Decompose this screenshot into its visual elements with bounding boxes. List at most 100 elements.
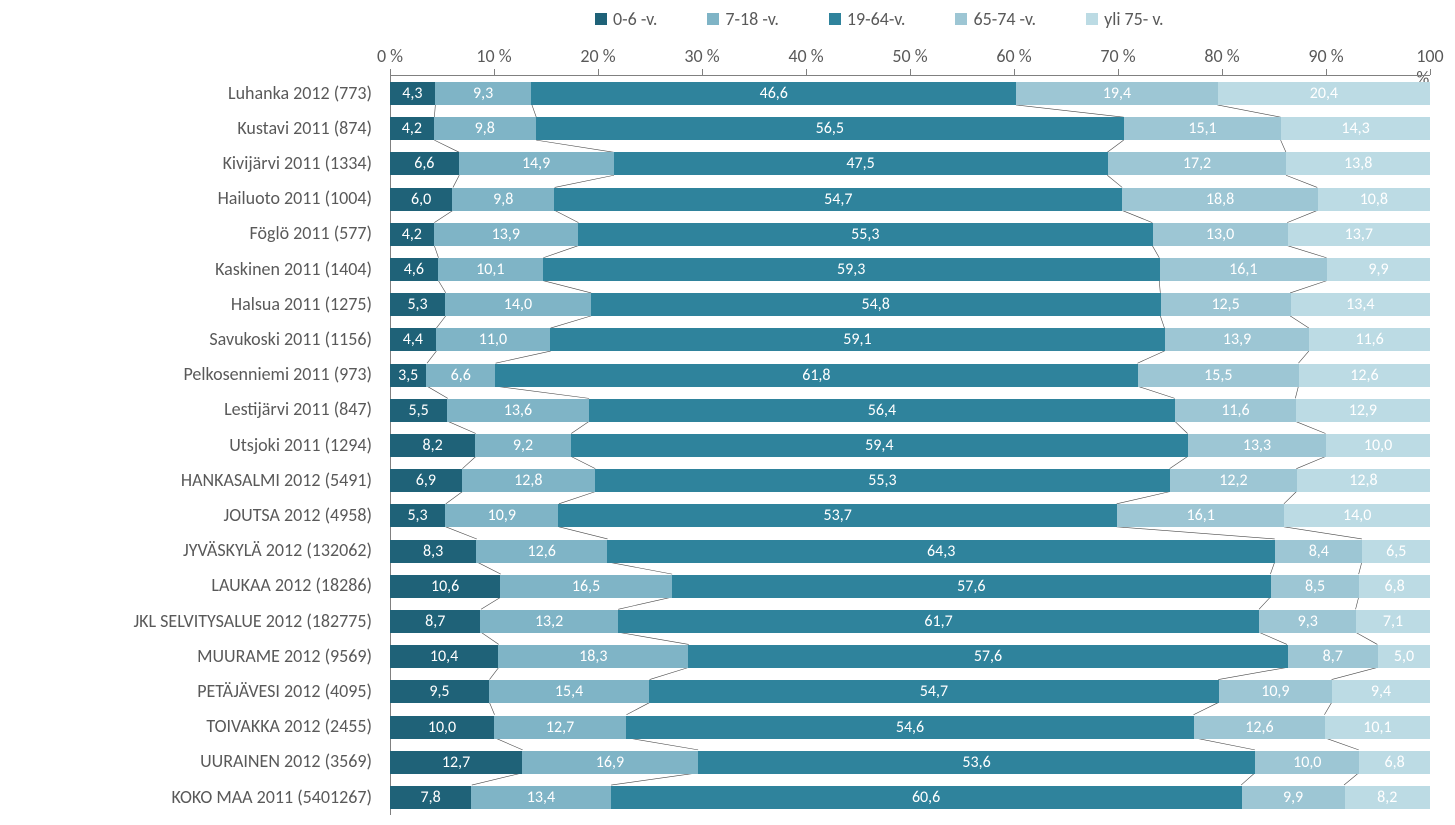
bar-segment: 53,6 xyxy=(698,751,1255,774)
connector-line xyxy=(1137,386,1174,398)
bar-segment: 12,6 xyxy=(1194,716,1325,739)
segment-value: 10,0 xyxy=(1293,753,1321,772)
segment-value: 8,7 xyxy=(425,612,445,631)
connector-line xyxy=(446,492,463,504)
segment-value: 10,0 xyxy=(428,718,456,737)
segment-value: 9,3 xyxy=(1298,612,1318,631)
bar-segment: 8,7 xyxy=(390,610,480,633)
connector-line xyxy=(427,386,448,398)
bar-segment: 46,6 xyxy=(531,82,1016,105)
bar-segment: 4,4 xyxy=(390,328,436,351)
bar-segment: 59,4 xyxy=(571,434,1188,457)
bar-segment: 57,6 xyxy=(688,645,1287,668)
bar-segment: 15,4 xyxy=(489,680,649,703)
bar-segment: 13,6 xyxy=(447,399,588,422)
connector-line xyxy=(1259,597,1270,609)
segment-value: 10,0 xyxy=(1364,436,1392,455)
segment-value: 14,3 xyxy=(1341,119,1369,138)
bar-segment: 8,2 xyxy=(390,434,475,457)
connector-line xyxy=(477,562,501,574)
legend-label: 0-6 -v. xyxy=(613,8,657,30)
category-label: JKL SELVITYSALUE 2012 (182775) xyxy=(133,610,372,632)
category-label: Kivijärvi 2011 (1334) xyxy=(223,152,372,174)
connector-line xyxy=(611,773,698,785)
bar-segment: 4,2 xyxy=(390,117,434,140)
bar-segment: 17,2 xyxy=(1108,152,1287,175)
connector-line xyxy=(1152,246,1159,258)
segment-value: 14,0 xyxy=(504,295,532,314)
connector-line xyxy=(1241,773,1255,785)
legend-item: 65-74 -v. xyxy=(955,8,1036,30)
segment-value: 13,2 xyxy=(535,612,563,631)
connector-line xyxy=(1194,703,1219,715)
bar-segment: 9,9 xyxy=(1327,258,1430,281)
connector-line xyxy=(434,246,438,258)
segment-value: 10,4 xyxy=(430,647,458,666)
connector-line xyxy=(1270,562,1274,574)
segment-value: 19,4 xyxy=(1103,84,1131,103)
bar-segment: 54,8 xyxy=(591,293,1161,316)
legend-swatch xyxy=(829,13,841,25)
connector-line xyxy=(1117,492,1170,504)
connector-line xyxy=(1290,281,1326,293)
connector-line xyxy=(650,667,689,679)
legend-swatch xyxy=(595,13,607,25)
connector-line xyxy=(1324,703,1331,715)
segment-value: 12,7 xyxy=(442,753,470,772)
category-label: KOKO MAA 2011 (5401267) xyxy=(171,786,372,808)
bar-segment: 10,0 xyxy=(390,716,494,739)
segment-value: 5,3 xyxy=(407,295,427,314)
connector-line xyxy=(1295,421,1325,433)
connector-line xyxy=(559,527,608,539)
connector-line xyxy=(543,246,578,258)
category-label: Pelkosenniemi 2011 (973) xyxy=(183,363,372,385)
bar-segment: 12,5 xyxy=(1161,293,1291,316)
bar-row: 3,56,661,815,512,6 xyxy=(390,364,1430,387)
bar-segment: 11,6 xyxy=(1175,399,1296,422)
segment-value: 13,4 xyxy=(1346,295,1374,314)
bar-segment: 56,4 xyxy=(589,399,1176,422)
bar-row: 4,39,346,619,420,4 xyxy=(390,82,1430,105)
bar-segment: 10,1 xyxy=(1325,716,1430,739)
bar-segment: 20,4 xyxy=(1218,82,1430,105)
bar-segment: 12,9 xyxy=(1296,399,1430,422)
category-label: Kustavi 2011 (874) xyxy=(237,117,372,139)
segment-value: 14,9 xyxy=(522,154,550,173)
segment-value: 57,6 xyxy=(957,577,985,596)
bar-segment: 55,3 xyxy=(595,469,1170,492)
bar-row: 8,29,259,413,310,0 xyxy=(390,434,1430,457)
connector-line xyxy=(462,456,475,468)
segment-value: 9,8 xyxy=(475,119,495,138)
bar-segment: 6,5 xyxy=(1362,540,1430,563)
connector-line xyxy=(495,738,523,750)
bar-row: 8,312,664,38,46,5 xyxy=(390,540,1430,563)
bar-segment: 5,5 xyxy=(390,399,447,422)
connector-line xyxy=(1356,632,1378,644)
bar-segment: 6,8 xyxy=(1359,751,1430,774)
segment-value: 61,7 xyxy=(924,612,952,631)
segment-value: 9,9 xyxy=(1368,260,1388,279)
legend-label: 19-64-v. xyxy=(847,8,906,30)
bar-segment: 4,3 xyxy=(390,82,435,105)
segment-value: 15,5 xyxy=(1204,366,1232,385)
bar-segment: 9,9 xyxy=(1242,786,1345,809)
segment-value: 6,9 xyxy=(416,471,436,490)
bar-segment: 18,3 xyxy=(498,645,688,668)
bar-segment: 16,5 xyxy=(500,575,672,598)
segment-value: 6,0 xyxy=(411,190,431,209)
bar-segment: 8,7 xyxy=(1288,645,1378,668)
bar-segment: 13,7 xyxy=(1288,223,1430,246)
connector-line xyxy=(436,316,445,328)
bar-segment: 10,0 xyxy=(1326,434,1430,457)
bar-segment: 61,7 xyxy=(618,610,1260,633)
bar-segment: 3,5 xyxy=(390,364,426,387)
bar-segment: 10,6 xyxy=(390,575,500,598)
bar-segment: 59,1 xyxy=(550,328,1165,351)
segment-value: 9,9 xyxy=(1283,788,1303,807)
bar-segment: 10,8 xyxy=(1318,188,1430,211)
segment-value: 56,5 xyxy=(816,119,844,138)
segment-value: 18,8 xyxy=(1206,190,1234,209)
bar-segment: 60,6 xyxy=(611,786,1242,809)
bar-row: 4,610,159,316,19,9 xyxy=(390,258,1430,281)
segment-value: 6,6 xyxy=(414,154,434,173)
